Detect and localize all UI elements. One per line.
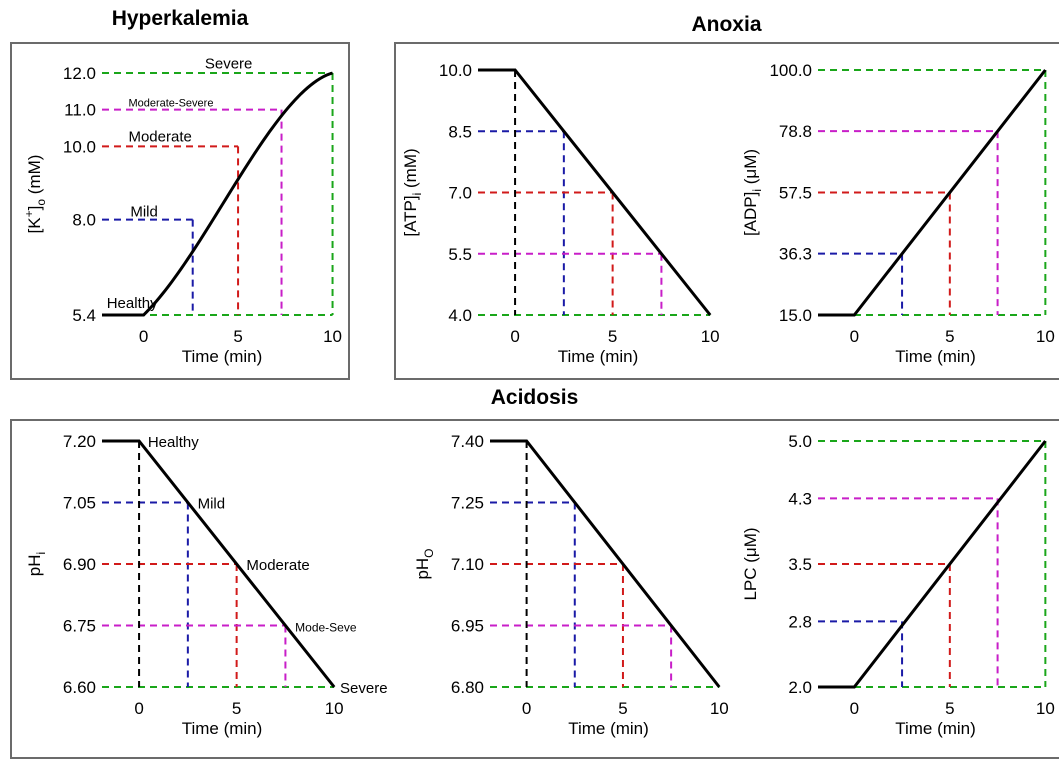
annotation-label: Healthy xyxy=(148,434,199,451)
y-tick-label: 8.0 xyxy=(72,211,96,230)
y-tick-label: 7.25 xyxy=(451,494,484,513)
curve-line xyxy=(478,68,712,316)
y-tick-label: 78.8 xyxy=(779,122,812,141)
x-tick-label: 0 xyxy=(850,327,859,346)
y-tick-label: 10.0 xyxy=(63,137,96,156)
x-tick-label: 10 xyxy=(325,699,344,718)
x-tick-label: 5 xyxy=(618,699,627,718)
y-axis-label: [ADP]i (μM) xyxy=(741,149,764,236)
annotation-label: Severe xyxy=(340,680,388,697)
x-axis-label: Time (min) xyxy=(568,719,649,738)
x-tick-label: 0 xyxy=(134,699,143,718)
y-tick-label: 6.80 xyxy=(451,678,484,697)
x-tick-label: 0 xyxy=(139,327,148,346)
y-tick-label: 2.0 xyxy=(788,678,812,697)
chart-atp: 4.0 5.5 7.0 8.5 10.0 0 5 10 Time (min) [ATP]i (mM… xyxy=(401,61,720,366)
y-tick-label: 7.20 xyxy=(63,432,96,451)
y-tick-label: 6.95 xyxy=(451,617,484,636)
y-axis-label: LPC (μM) xyxy=(741,527,760,600)
annotation-label: Moderate xyxy=(246,557,309,574)
y-axis-label: [K+]o (mM) xyxy=(22,155,48,234)
y-tick-label: 8.5 xyxy=(448,122,472,141)
panel-acidosis xyxy=(10,419,1059,759)
x-tick-label: 0 xyxy=(522,699,531,718)
title-acidosis: Acidosis xyxy=(490,386,579,409)
annotation-label: Severe xyxy=(205,56,253,73)
x-tick-label: 10 xyxy=(710,699,729,718)
y-tick-label: 5.0 xyxy=(788,432,812,451)
curve-line xyxy=(818,69,1047,317)
y-tick-label: 10.0 xyxy=(439,61,472,80)
y-axis-label: pHO xyxy=(413,548,436,579)
y-tick-label: 7.10 xyxy=(451,555,484,574)
x-tick-label: 5 xyxy=(232,699,241,718)
annotation-label: Moderate-Severe xyxy=(128,98,213,110)
annotation-label: Healthy xyxy=(107,295,158,312)
y-tick-label: 6.90 xyxy=(63,555,96,574)
annotation-label: Mode-Seve xyxy=(295,621,357,635)
y-tick-label: 2.8 xyxy=(788,612,812,631)
x-axis-label: Time (min) xyxy=(895,347,976,366)
y-tick-label: 11.0 xyxy=(64,101,96,120)
y-tick-label: 7.05 xyxy=(63,494,96,513)
chart-pho: 6.80 6.95 7.10 7.25 7.40 0 5 10 Time (min) pHO xyxy=(413,432,729,738)
y-tick-label: 12.0 xyxy=(63,64,96,83)
chart-adp: 15.0 36.3 57.5 78.8 100.0 0 5 10 Time (min) [ADP]… xyxy=(741,61,1055,366)
chart-k: 5.4 8.0 10.0 11.0 12.0 0 5 10 Time (min) [K+]o (m… xyxy=(22,56,342,366)
y-tick-label: 5.5 xyxy=(448,245,472,264)
curve-line xyxy=(102,71,334,317)
y-tick-label: 6.60 xyxy=(63,678,96,697)
x-tick-label: 10 xyxy=(701,327,720,346)
y-axis-label: pHi xyxy=(25,552,48,576)
curve-line xyxy=(490,439,721,688)
annotation-label: Mild xyxy=(198,496,226,513)
title-anoxia: Anoxia xyxy=(691,13,762,36)
curve-line xyxy=(102,439,336,688)
annotation-label: Moderate xyxy=(128,128,191,145)
x-tick-label: 5 xyxy=(608,327,617,346)
y-tick-label: 57.5 xyxy=(779,184,812,203)
chart-lpc: 2.0 2.8 3.5 4.3 5.0 0 5 10 Time (min) LPC (μM) xyxy=(741,432,1055,738)
x-tick-label: 0 xyxy=(850,699,859,718)
panel-anoxia xyxy=(394,42,1059,380)
x-tick-label: 10 xyxy=(1036,699,1055,718)
chart-phi: 6.60 6.75 6.90 7.05 7.20 0 5 10 Time (min) pHi Hea… xyxy=(25,432,388,738)
y-tick-label: 15.0 xyxy=(779,306,812,325)
y-tick-label: 7.0 xyxy=(448,184,472,203)
y-tick-label: 36.3 xyxy=(779,245,812,264)
title-hyperkalemia: Hyperkalemia xyxy=(111,7,249,30)
x-tick-label: 5 xyxy=(945,699,954,718)
x-tick-label: 5 xyxy=(945,327,954,346)
y-tick-label: 3.5 xyxy=(788,555,812,574)
y-tick-label: 4.3 xyxy=(788,489,812,508)
y-tick-label: 7.40 xyxy=(451,432,484,451)
curve-line xyxy=(818,440,1047,689)
y-tick-label: 4.0 xyxy=(448,306,472,325)
x-tick-label: 0 xyxy=(510,327,519,346)
x-axis-label: Time (min) xyxy=(182,719,263,738)
panel-hyperkalemia xyxy=(10,42,350,380)
x-tick-label: 10 xyxy=(323,327,342,346)
x-axis-label: Time (min) xyxy=(895,719,976,738)
y-tick-label: 6.75 xyxy=(63,617,96,636)
y-tick-label: 5.4 xyxy=(72,306,96,325)
x-tick-label: 5 xyxy=(233,327,242,346)
x-axis-label: Time (min) xyxy=(182,347,263,366)
y-axis-label: [ATP]i (mM) xyxy=(401,148,424,236)
x-tick-label: 10 xyxy=(1036,327,1055,346)
x-axis-label: Time (min) xyxy=(558,347,639,366)
annotation-label: Mild xyxy=(130,204,158,221)
y-tick-label: 100.0 xyxy=(769,61,812,80)
